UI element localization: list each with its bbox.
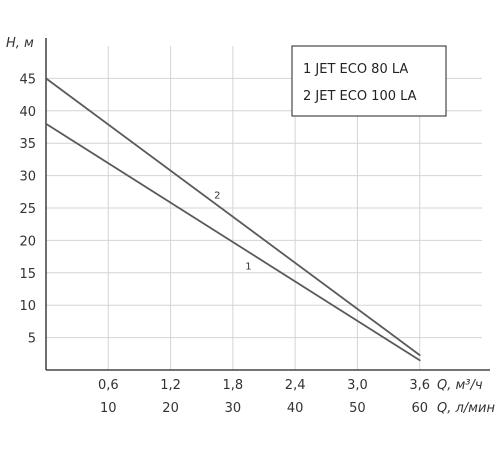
x-tick-label-primary: 3,6 [409,378,430,393]
x-tick-labels: 0,6 10 1,2 20 1,8 30 2,4 40 3,0 50 3,6 60 [98,378,430,416]
series-label-1: 1 [245,262,251,273]
x-tick-label-primary: 3,0 [347,378,368,393]
legend-entry-2: 2 JET ECO 100 LA [303,89,417,104]
y-tick-label: 35 [19,137,36,152]
y-axis-title: H, м [6,36,34,51]
series-label-2: 2 [214,190,220,201]
x-tick-label-primary: 1,2 [160,378,181,393]
x-tick-label-secondary: 50 [349,401,366,416]
axes [45,38,490,371]
series-line-1 [45,122,421,362]
y-tick-label: 40 [19,105,36,120]
y-tick-label: 10 [19,299,36,314]
legend: 1 JET ECO 80 LA 2 JET ECO 100 LA [291,45,447,117]
y-tick-label: 30 [19,170,36,185]
x-tick-label-secondary: 40 [287,401,304,416]
legend-box [291,45,447,117]
y-tick-label: 25 [19,202,36,217]
y-tick-label: 5 [28,332,36,347]
x-tick-label-primary: 2,4 [285,378,306,393]
y-tick-label: 20 [19,234,36,249]
x-tick-label-primary: 0,6 [98,378,119,393]
legend-entry-1: 1 JET ECO 80 LA [303,62,408,77]
x-axis-title-secondary: Q, л/мин [437,401,495,416]
x-axis-title-primary: Q, м³/ч [437,378,483,393]
series-lines: 12 [45,77,421,362]
y-tick-labels: 5 10 15 20 25 30 35 40 45 [19,72,36,346]
y-tick-label: 45 [19,72,36,87]
series-line-2 [45,77,421,356]
y-tick-label: 15 [19,267,36,282]
x-tick-label-secondary: 30 [225,401,242,416]
x-tick-label-secondary: 10 [100,401,117,416]
x-tick-label-primary: 1,8 [223,378,244,393]
x-tick-label-secondary: 60 [411,401,428,416]
x-tick-label-secondary: 20 [162,401,179,416]
